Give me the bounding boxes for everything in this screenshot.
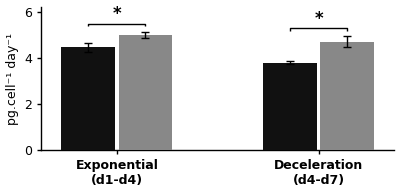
Bar bbox=[61, 47, 115, 150]
Bar bbox=[118, 35, 172, 150]
Y-axis label: pg.cell⁻¹ day⁻¹: pg.cell⁻¹ day⁻¹ bbox=[6, 33, 18, 125]
Bar bbox=[320, 42, 374, 150]
Text: *: * bbox=[112, 5, 121, 23]
Bar bbox=[263, 63, 317, 150]
Text: *: * bbox=[314, 10, 323, 28]
